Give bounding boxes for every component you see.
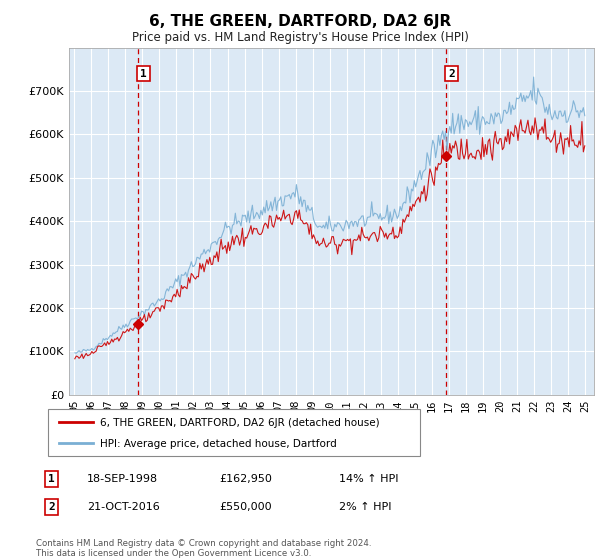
Text: £162,950: £162,950 [219, 474, 272, 484]
Text: 18-SEP-1998: 18-SEP-1998 [87, 474, 158, 484]
Text: 21-OCT-2016: 21-OCT-2016 [87, 502, 160, 512]
Text: 1: 1 [140, 69, 147, 78]
Text: 1: 1 [48, 474, 55, 484]
Text: £550,000: £550,000 [219, 502, 272, 512]
Text: 6, THE GREEN, DARTFORD, DA2 6JR: 6, THE GREEN, DARTFORD, DA2 6JR [149, 14, 451, 29]
Text: 2% ↑ HPI: 2% ↑ HPI [339, 502, 391, 512]
Text: 2: 2 [448, 69, 455, 78]
Text: Contains HM Land Registry data © Crown copyright and database right 2024.
This d: Contains HM Land Registry data © Crown c… [36, 539, 371, 558]
FancyBboxPatch shape [48, 409, 420, 456]
Text: HPI: Average price, detached house, Dartford: HPI: Average price, detached house, Dart… [100, 439, 337, 449]
Text: 6, THE GREEN, DARTFORD, DA2 6JR (detached house): 6, THE GREEN, DARTFORD, DA2 6JR (detache… [100, 418, 380, 428]
Text: Price paid vs. HM Land Registry's House Price Index (HPI): Price paid vs. HM Land Registry's House … [131, 31, 469, 44]
Text: 14% ↑ HPI: 14% ↑ HPI [339, 474, 398, 484]
Text: 2: 2 [48, 502, 55, 512]
